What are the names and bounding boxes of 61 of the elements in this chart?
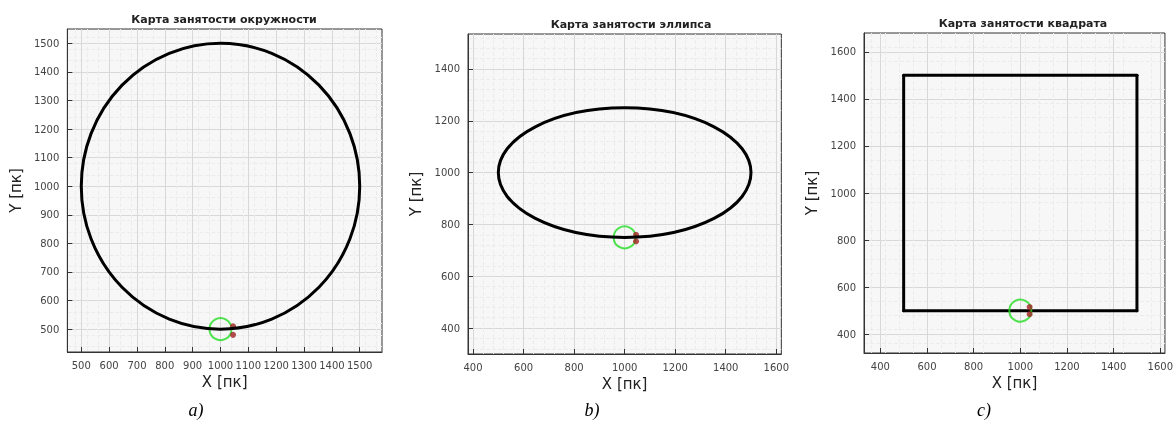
x-tick-label: 1200 (263, 359, 289, 371)
x-tick-label: 1000 (207, 359, 234, 371)
text: b) (584, 400, 600, 421)
y-tick-label: 1200 (830, 140, 856, 152)
y-tick-label: 1400 (830, 93, 856, 105)
y-tick-label: 500 (40, 323, 60, 335)
y-tick-label: 1400 (434, 63, 460, 75)
y-tick-label: 1200 (33, 123, 60, 135)
x-tick-label: 1000 (1007, 360, 1034, 372)
y-axis-title: Y [пк] (6, 168, 25, 214)
x-tick-label: 1500 (347, 359, 373, 371)
x-tick-label: 1100 (235, 359, 262, 371)
y-tick-label: 1000 (33, 180, 60, 192)
y-axis-title: Y [пк] (407, 171, 426, 218)
y-tick-label: 600 (836, 281, 856, 293)
x-tick-label: 1400 (319, 359, 345, 371)
y-tick-label: 1600 (830, 46, 856, 58)
x-tick-label: 1600 (763, 361, 789, 373)
x-tick-label: 800 (964, 360, 984, 372)
x-tick-label: 400 (463, 361, 483, 373)
x-tick-label: 1400 (1100, 360, 1127, 372)
x-tick-label: 600 (514, 361, 534, 373)
y-tick-label: 400 (836, 328, 856, 340)
y-tick-label: 800 (40, 237, 60, 249)
y-tick-label: 600 (440, 270, 460, 282)
y-tick-label: 800 (440, 218, 460, 230)
y-tick-label: 700 (40, 266, 60, 278)
x-tick-label: 600 (99, 359, 119, 371)
x-tick-label: 1300 (291, 359, 317, 371)
y-axis-title: Y [пк] (803, 170, 822, 217)
x-tick-label: 1200 (1054, 360, 1080, 372)
x-tick-label: 800 (155, 359, 175, 371)
y-tick-label: 800 (836, 234, 856, 246)
y-tick-label: 600 (40, 295, 60, 307)
chart-title: Карта занятости окружности (131, 13, 317, 26)
chart-title: Карта занятости эллипса (550, 18, 712, 31)
x-axis-title: X [пк] (991, 374, 1038, 393)
y-tick-label: 1500 (33, 37, 60, 49)
y-tick-label: 1000 (434, 167, 460, 179)
x-tick-label: 1600 (1147, 360, 1173, 372)
x-tick-label: 900 (183, 359, 203, 371)
text: a) (188, 400, 204, 421)
x-tick-label: 1000 (611, 361, 638, 373)
y-tick-label: 1400 (33, 66, 60, 78)
x-tick-label: 500 (71, 359, 91, 371)
x-tick-label: 800 (564, 361, 584, 373)
y-tick-label: 1100 (33, 152, 60, 164)
x-axis-title: X [пк] (601, 375, 648, 394)
x-axis-title: X [пк] (201, 373, 248, 392)
x-tick-label: 1200 (662, 361, 688, 373)
y-tick-label: 1300 (33, 94, 60, 106)
y-tick-label: 1200 (434, 115, 460, 127)
x-tick-label: 1400 (713, 361, 739, 373)
x-tick-label: 700 (127, 359, 147, 371)
y-tick-label: 1000 (830, 187, 856, 199)
x-tick-label: 600 (917, 360, 937, 372)
x-tick-label: 400 (870, 360, 890, 372)
y-tick-label: 400 (440, 322, 460, 334)
y-tick-label: 900 (40, 209, 60, 221)
text: c) (977, 400, 991, 421)
chart-title: Карта занятости квадрата (938, 17, 1108, 30)
